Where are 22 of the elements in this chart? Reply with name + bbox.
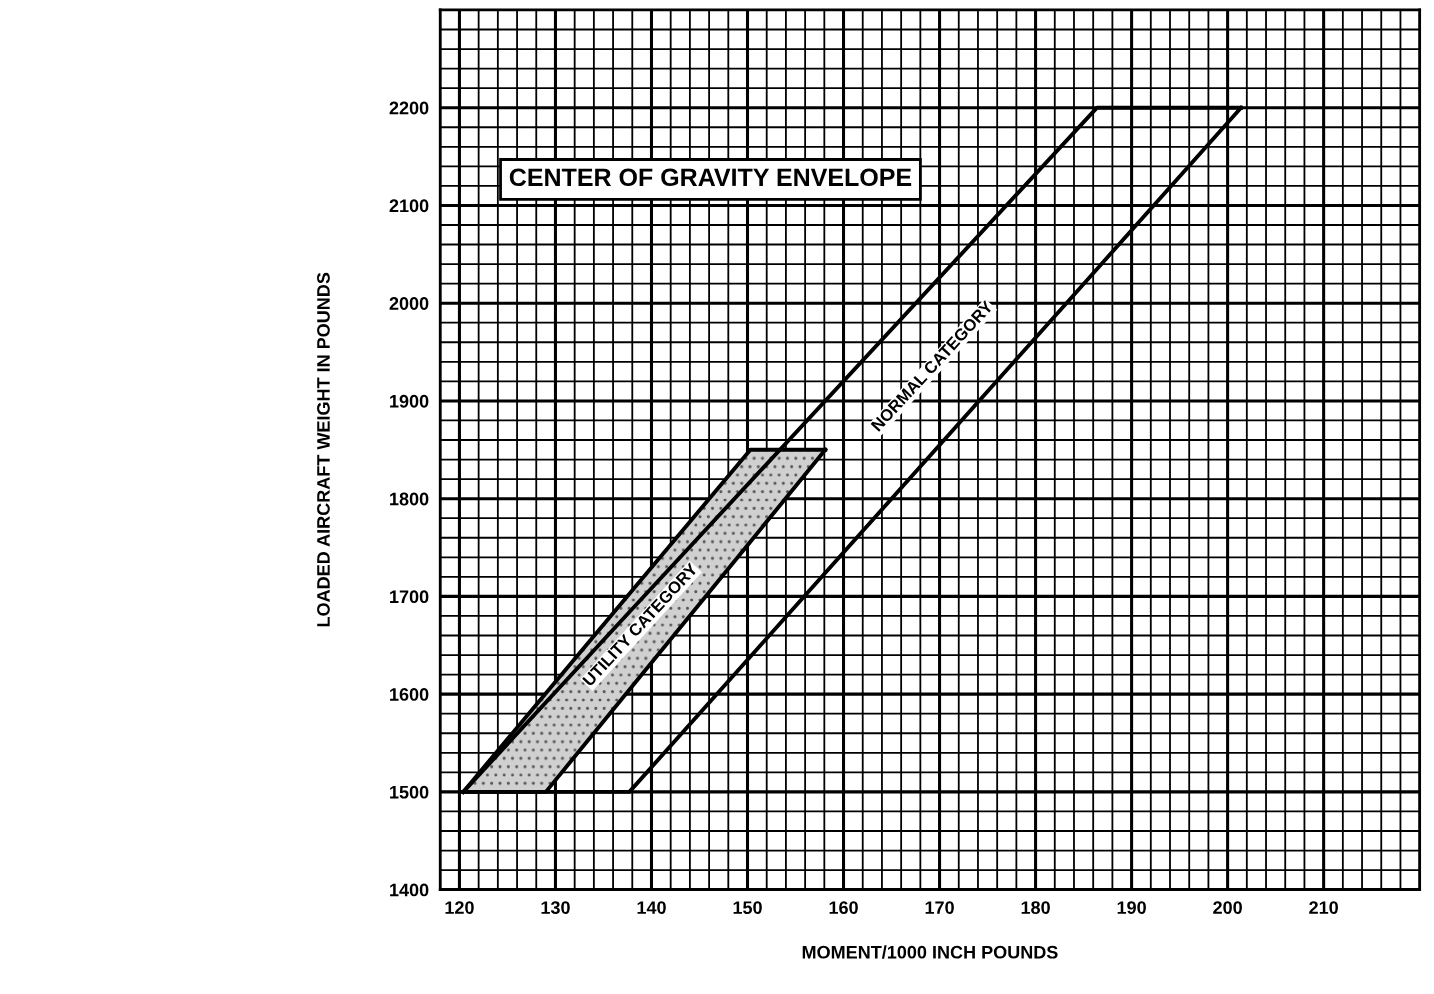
x-tick-label: 160 <box>829 901 858 914</box>
y-tick-label: 1400 <box>390 883 429 897</box>
x-tick-label: 140 <box>637 901 666 914</box>
x-tick-label: 210 <box>1309 901 1338 914</box>
y-tick-label: 2200 <box>389 101 429 115</box>
y-tick-label: 1900 <box>390 394 429 408</box>
y-tick-label: 1500 <box>390 785 429 799</box>
x-axis-title: MOMENT/1000 INCH POUNDS <box>802 945 1058 959</box>
x-tick-label: 180 <box>1021 901 1050 914</box>
x-tick-label: 190 <box>1117 901 1146 914</box>
x-tick-label: 120 <box>445 901 474 914</box>
x-tick-label: 130 <box>541 901 570 915</box>
text: CENTER OF GRAVITY ENVELOPE <box>509 168 912 187</box>
y-axis-title: LOADED AIRCRAFT WEIGHT IN POUNDS <box>317 272 330 627</box>
y-tick-label: 2000 <box>389 297 429 310</box>
y-tick-label: 1700 <box>390 590 429 604</box>
y-tick-label: 2100 <box>389 199 429 213</box>
x-tick-label: 200 <box>1213 901 1242 914</box>
y-tick-label: 1600 <box>390 688 429 701</box>
x-tick-label: 170 <box>925 901 954 914</box>
y-tick-label: 1800 <box>390 492 429 506</box>
x-tick-label: 150 <box>733 901 762 914</box>
